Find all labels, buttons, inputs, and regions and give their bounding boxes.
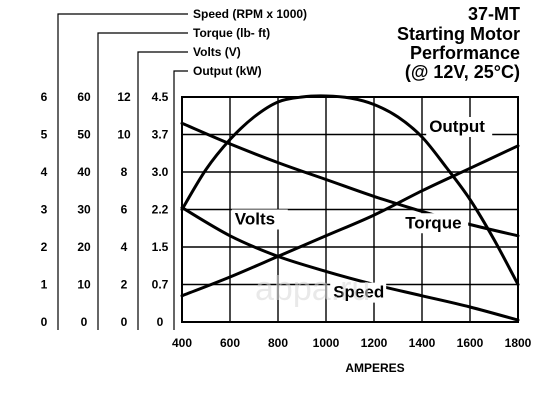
series-label-bg-volts [231,209,288,230]
title-line-3: Performance [410,43,520,63]
y-tick-label-speed: 1 [41,278,48,292]
y-tick-label-volts: 12 [117,90,131,104]
y-tick-label-torque: 30 [77,203,91,217]
axis-bracket-output [173,70,188,330]
y-tick-label-volts: 8 [121,165,128,179]
y-tick-label-output: 0 [157,315,164,329]
axis-bracket-speed [57,13,188,330]
title-line-2: Starting Motor [397,24,520,44]
series-label-volts: Volts [235,210,275,229]
series-label-bg-torque [402,213,469,234]
y-tick-label-output: 1.5 [152,240,169,254]
y-tick-label-output: 3.0 [152,165,169,179]
series-label-bg-output [426,117,493,137]
y-tick-label-torque: 40 [77,165,91,179]
y-tick-label-volts: 4 [121,240,128,254]
series-label-speed: Speed [333,283,384,302]
y-tick-label-volts: 6 [121,203,128,217]
title-line-4: (@ 12V, 25°C) [405,62,520,82]
y-tick-label-torque: 50 [77,128,91,142]
axis-bracket-volts [137,51,188,330]
series-label-output: Output [429,117,485,136]
y-tick-label-speed: 3 [41,203,48,217]
x-tick-label: 1000 [313,336,340,350]
x-tick-label: 1800 [505,336,532,350]
y-tick-label-torque: 10 [77,278,91,292]
series-line-output [180,94,520,286]
y-tick-label-speed: 4 [41,165,48,179]
series-label-torque: Torque [405,213,461,232]
x-axis-label: AMPERES [345,361,404,375]
series-line-torque [180,144,520,298]
y-tick-label-output: 2.2 [152,203,169,217]
y-tick-label-torque: 60 [77,90,91,104]
title-line-1: 37-MT [468,4,520,24]
y-tick-label-speed: 5 [41,128,48,142]
y-tick-label-torque: 0 [81,315,88,329]
y-tick-label-speed: 0 [41,315,48,329]
y-tick-label-speed: 2 [41,240,48,254]
x-tick-label: 1200 [361,336,388,350]
y-tick-label-output: 3.7 [152,128,169,142]
chart-title: 37-MT Starting Motor Performance (@ 12V,… [397,4,520,82]
y-tick-label-output: 4.5 [152,90,169,104]
y-tick-label-output: 0.7 [152,278,169,292]
axis-label-volts: Volts (V) [193,45,241,59]
y-tick-label-volts: 2 [121,278,128,292]
series-label-bg-speed [330,282,387,303]
y-tick-label-volts: 10 [117,128,131,142]
x-tick-label: 600 [220,336,240,350]
watermark: abpa.ru [255,270,370,308]
x-tick-label: 400 [172,336,192,350]
y-tick-label-torque: 20 [77,240,91,254]
y-tick-label-speed: 6 [41,90,48,104]
axis-label-output: Output (kW) [193,64,262,78]
axis-bracket-torque [97,32,188,330]
x-tick-label: 800 [268,336,288,350]
y-tick-label-volts: 0 [121,315,128,329]
x-tick-label: 1400 [409,336,436,350]
axis-label-torque: Torque (lb- ft) [193,26,270,40]
series-line-speed [180,206,520,322]
axis-label-speed: Speed (RPM x 1000) [193,7,307,21]
x-tick-label: 1600 [457,336,484,350]
